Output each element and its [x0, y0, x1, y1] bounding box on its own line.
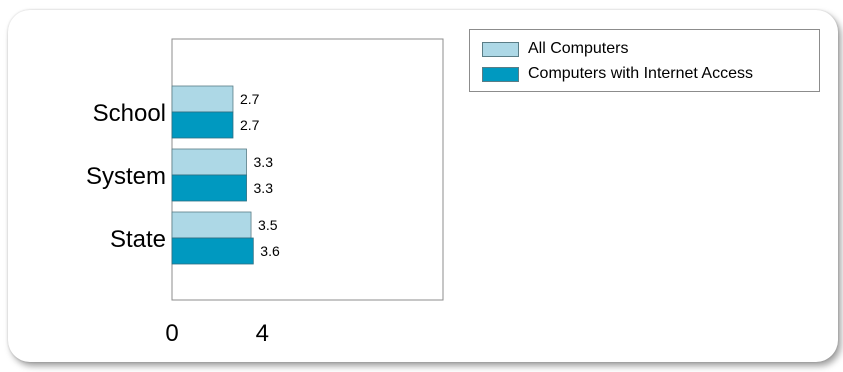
value-label-system-all-computers: 3.3 — [254, 154, 274, 170]
x-tick-label-0: 0 — [165, 320, 178, 347]
legend-item-all-computers: All Computers — [482, 39, 628, 59]
value-label-system-computers-with-internet-access: 3.3 — [254, 180, 274, 196]
bars-group — [171, 85, 254, 265]
value-label-school-computers-with-internet-access: 2.7 — [240, 117, 260, 133]
legend: All Computers Computers with Internet Ac… — [469, 29, 820, 92]
bar-system-computers-with-internet-access — [171, 174, 247, 202]
value-labels-group: 2.7 2.7 3.3 3.3 3.5 3.6 — [240, 91, 280, 259]
value-label-school-all-computers: 2.7 — [240, 91, 260, 107]
legend-label-all-computers: All Computers — [528, 40, 629, 57]
legend-label-internet-access: Computers with Internet Access — [528, 65, 753, 82]
bar-school-all-computers — [171, 85, 234, 113]
category-label-state: State — [110, 226, 166, 253]
bar-school-computers-with-internet-access — [171, 111, 234, 139]
value-label-state-all-computers: 3.5 — [258, 217, 278, 233]
category-label-school: School — [93, 100, 166, 127]
bar-state-all-computers — [171, 211, 252, 239]
legend-swatch-all-computers — [482, 41, 519, 57]
x-tick-label-4: 4 — [256, 320, 269, 347]
bar-state-computers-with-internet-access — [171, 237, 254, 265]
bar-system-all-computers — [171, 148, 247, 176]
value-label-state-computers-with-internet-access: 3.6 — [260, 243, 280, 259]
category-label-system: System — [86, 163, 166, 190]
legend-swatch-internet-access — [482, 66, 519, 82]
category-labels-group: School System State — [86, 100, 166, 253]
legend-item-internet-access: Computers with Internet Access — [482, 64, 753, 84]
